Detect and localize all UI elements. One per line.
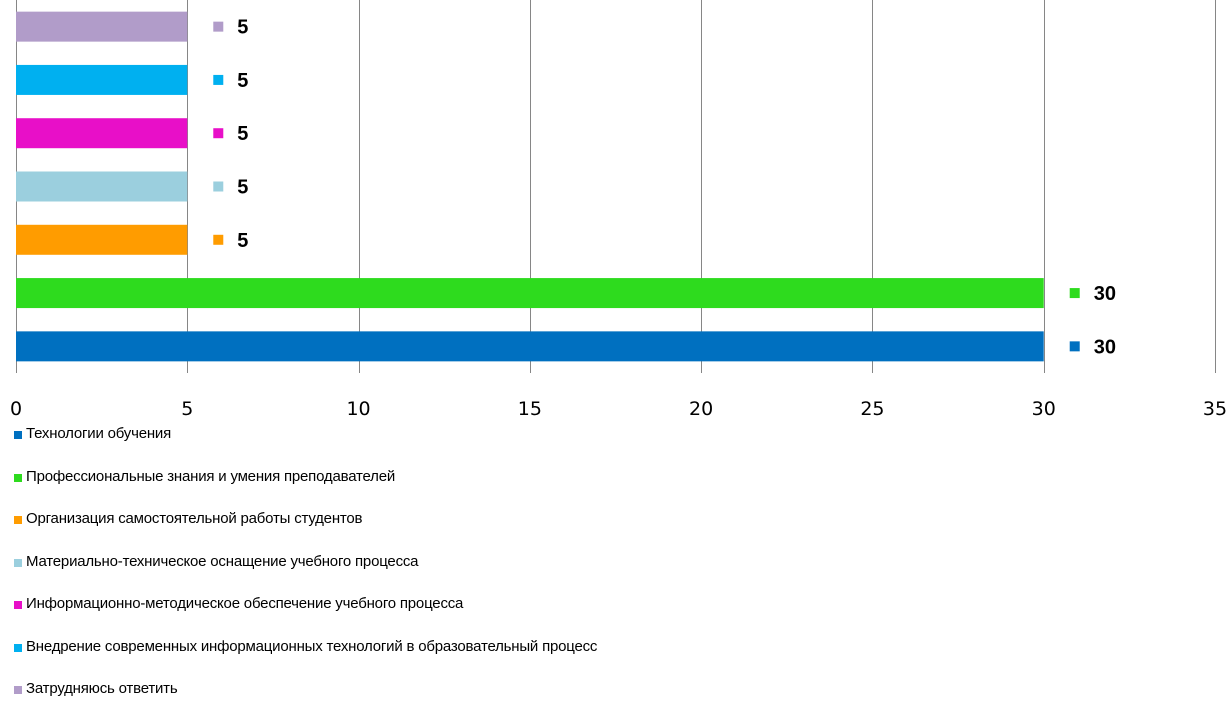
data-label-key-6 bbox=[213, 74, 224, 85]
data-label-6: 5 bbox=[237, 70, 248, 92]
data-label-2: 30 bbox=[1094, 283, 1116, 305]
data-label-3: 5 bbox=[237, 230, 248, 252]
legend-label: Профессиональные знания и умения препода… bbox=[26, 467, 396, 485]
bars bbox=[16, 11, 1044, 362]
x-tick-label-15: 15 bbox=[518, 398, 542, 420]
legend-item: Внедрение современных информационных тех… bbox=[14, 638, 597, 681]
legend-swatch bbox=[14, 686, 22, 694]
bar-2 bbox=[16, 278, 1044, 309]
data-label-4: 5 bbox=[237, 177, 248, 199]
bar-chart: 30 30 5 5 5 5 5 0 5 10 15 20 25 30 35 bbox=[10, 0, 1227, 420]
legend-label: Внедрение современных информационных тех… bbox=[26, 637, 598, 655]
legend-label: Организация самостоятельной работы студе… bbox=[26, 510, 363, 527]
bar-7 bbox=[16, 11, 188, 42]
legend-label: Материально-техническое оснащение учебно… bbox=[26, 552, 419, 570]
legend-item: Информационно-методическое обеспечение у… bbox=[14, 595, 597, 638]
data-label-7: 5 bbox=[237, 17, 248, 39]
x-tick-label-35: 35 bbox=[1203, 398, 1227, 420]
data-label-key-1 bbox=[1069, 341, 1080, 352]
legend-swatch bbox=[14, 558, 22, 567]
legend-item: Профессиональные знания и умения препода… bbox=[14, 468, 597, 511]
data-label-5: 5 bbox=[237, 123, 248, 145]
legend-item: Затрудняюсь ответить bbox=[14, 680, 597, 723]
x-tick-label-5: 5 bbox=[181, 398, 193, 420]
legend: Технологии обучения Профессиональные знан… bbox=[14, 425, 597, 723]
data-label-key-7 bbox=[213, 21, 224, 32]
legend-swatch bbox=[14, 601, 22, 609]
legend-swatch bbox=[14, 643, 22, 652]
legend-swatch bbox=[14, 473, 22, 482]
bar-6 bbox=[16, 64, 188, 95]
x-tick-label-0: 0 bbox=[10, 398, 22, 420]
x-tick-label-10: 10 bbox=[346, 398, 370, 420]
legend-label: Затрудняюсь ответить bbox=[26, 680, 178, 697]
legend-label: Технологии обучения bbox=[26, 425, 172, 442]
x-tick-label-30: 30 bbox=[1032, 398, 1056, 420]
data-label-key-5 bbox=[213, 128, 224, 139]
legend-item: Материально-техническое оснащение учебно… bbox=[14, 553, 597, 596]
bar-4 bbox=[16, 171, 188, 202]
data-labels: 30 30 5 5 5 5 5 bbox=[213, 17, 1116, 358]
gridlines bbox=[16, 0, 1216, 373]
data-label-key-2 bbox=[1069, 288, 1080, 299]
x-tick-label-20: 20 bbox=[689, 398, 713, 420]
data-label-1: 30 bbox=[1094, 336, 1116, 358]
data-label-key-3 bbox=[213, 234, 224, 245]
bar-3 bbox=[16, 224, 188, 255]
legend-swatch bbox=[14, 516, 22, 524]
legend-item: Организация самостоятельной работы студе… bbox=[14, 510, 597, 553]
legend-label: Информационно-методическое обеспечение у… bbox=[26, 595, 464, 612]
x-axis-tick-labels: 0 5 10 15 20 25 30 35 bbox=[10, 398, 1227, 420]
bar-1 bbox=[16, 331, 1044, 362]
legend-item: Технологии обучения bbox=[14, 425, 597, 468]
x-tick-label-25: 25 bbox=[860, 398, 884, 420]
legend-swatch bbox=[14, 431, 22, 439]
bar-5 bbox=[16, 118, 188, 149]
data-label-key-4 bbox=[213, 181, 224, 192]
